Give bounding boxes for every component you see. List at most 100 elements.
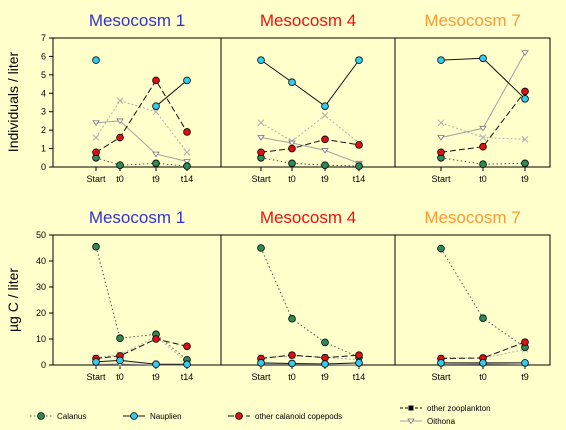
- series-nauplien: [92, 56, 191, 110]
- panel-2: Mesocosm 4 Start t0 t9 t14: [220, 11, 396, 184]
- y-tick-label: 0: [41, 162, 46, 172]
- data-point: [152, 108, 160, 116]
- y-tick-label: 30: [36, 282, 46, 292]
- x-tick-label: Start: [86, 174, 106, 184]
- data-point: [321, 161, 329, 169]
- data-point: [183, 128, 191, 136]
- series-nauplien: [92, 356, 191, 369]
- series-other-calanoid-copepods: [257, 351, 363, 363]
- series-calanus: [257, 153, 363, 170]
- data-point: [479, 125, 487, 132]
- panel-title: Mesocosm 7: [424, 11, 520, 30]
- plot-area: [220, 234, 396, 366]
- legend-label: other zooplankton: [427, 404, 491, 413]
- data-point: [479, 314, 487, 323]
- x-tick-label: t14: [181, 372, 194, 382]
- plot-area: [52, 234, 222, 366]
- x-tick-label: t9: [321, 372, 329, 382]
- x-tick-label: t0: [288, 174, 296, 184]
- data-point: [321, 102, 329, 110]
- legend-label: other calanoid copepods: [255, 412, 342, 421]
- data-point: [152, 360, 160, 369]
- series-line: [95, 359, 187, 365]
- data-point: [257, 244, 265, 252]
- data-point: [479, 359, 487, 367]
- series-line: [260, 355, 360, 361]
- x-tick-label: t9: [152, 174, 160, 184]
- x-tick-label: Start: [431, 372, 451, 382]
- series-line: [95, 246, 188, 361]
- series-line: [260, 247, 360, 358]
- data-point: [183, 342, 191, 351]
- series-calanus: [92, 153, 191, 170]
- data-point: [288, 78, 296, 87]
- x-tick-label: t0: [479, 372, 487, 382]
- legend-marker: [235, 412, 243, 420]
- data-point: [437, 148, 445, 157]
- data-point: [355, 56, 363, 64]
- x-tick-label: t9: [152, 372, 160, 382]
- data-point: [152, 335, 160, 343]
- data-point: [521, 87, 529, 96]
- data-point: [437, 135, 445, 141]
- data-point: [92, 120, 100, 126]
- legend-item-other-zooplankton: other zooplankton: [400, 404, 491, 413]
- panel-6: Mesocosm 7 Start t0 t9: [394, 208, 551, 382]
- panel-1: Mesocosm 1 0 1 2 3 4 5 6 7 Start t0 t9 t14: [41, 11, 222, 184]
- series-line: [440, 91, 526, 153]
- y-axis-label-top: Individuals / liter: [5, 51, 21, 152]
- data-point: [183, 76, 191, 85]
- data-point: [288, 314, 296, 323]
- series-line: [260, 114, 360, 144]
- data-point: [521, 338, 529, 346]
- data-point: [92, 56, 100, 64]
- y-tick-label: 10: [36, 334, 46, 344]
- data-point: [321, 135, 329, 144]
- series-oithona: [437, 50, 529, 141]
- data-point: [92, 242, 100, 251]
- x-tick-label: Start: [251, 372, 271, 382]
- y-tick-label: 5: [41, 70, 46, 80]
- data-point: [355, 141, 363, 149]
- y-tick-label: 1: [41, 144, 46, 154]
- data-point: [479, 142, 487, 151]
- y-tick-label: 2: [41, 125, 46, 135]
- legend-marker: [37, 412, 45, 420]
- x-tick-label: t9: [521, 174, 529, 184]
- panel-3: Mesocosm 7 Start t0 t9: [394, 11, 551, 184]
- data-point: [257, 135, 265, 141]
- data-point: [92, 134, 100, 141]
- x-tick-label: t0: [479, 174, 487, 184]
- legend-item-oithona: Oithona: [400, 417, 456, 426]
- data-point: [288, 351, 296, 359]
- data-point: [116, 334, 124, 343]
- y-tick-label: 50: [36, 230, 46, 240]
- data-point: [152, 102, 160, 110]
- panel-5: Mesocosm 4 Start t0 t9 t14: [220, 208, 396, 382]
- legend-label: Oithona: [427, 417, 456, 426]
- series-line: [95, 157, 188, 167]
- data-point: [288, 159, 296, 168]
- y-tick-label: 4: [41, 88, 46, 98]
- data-point: [437, 56, 445, 64]
- panel-title: Mesocosm 4: [260, 208, 356, 227]
- series-other-calanoid-copepods: [257, 135, 363, 157]
- data-point: [321, 353, 329, 362]
- x-tick-label: Start: [86, 372, 106, 382]
- x-tick-label: t0: [288, 372, 296, 382]
- data-point: [437, 244, 445, 253]
- data-point: [183, 162, 191, 170]
- data-point: [116, 118, 124, 125]
- x-tick-label: t14: [353, 372, 366, 382]
- data-point: [152, 159, 160, 168]
- data-point: [92, 148, 100, 157]
- y-tick-label: 3: [41, 107, 46, 117]
- data-point: [321, 338, 329, 347]
- series-nauplien: [437, 359, 529, 367]
- x-tick-label: t0: [116, 174, 124, 184]
- series-other-zooplankton: [92, 97, 191, 156]
- series-line: [95, 120, 188, 162]
- panel-title: Mesocosm 1: [89, 208, 185, 227]
- data-point: [257, 359, 265, 367]
- series-other-zooplankton: [437, 119, 529, 143]
